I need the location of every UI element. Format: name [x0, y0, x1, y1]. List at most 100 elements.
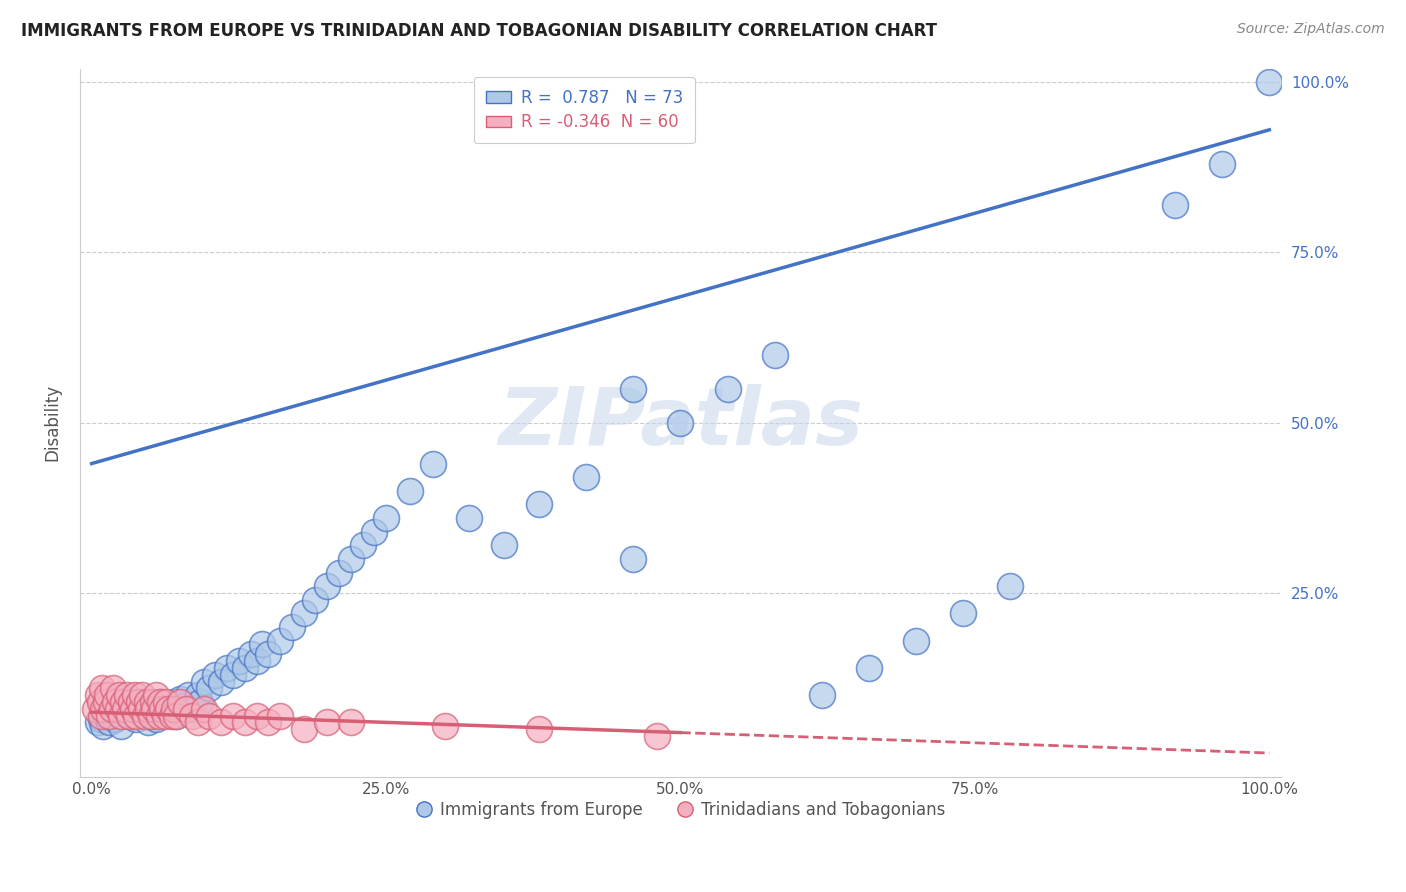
Point	[233, 661, 256, 675]
Point	[269, 633, 291, 648]
Point	[328, 566, 350, 580]
Point	[209, 715, 232, 730]
Point	[174, 698, 197, 713]
Point	[433, 719, 456, 733]
Point	[163, 695, 186, 709]
Point	[316, 715, 339, 730]
Point	[180, 708, 202, 723]
Point	[269, 708, 291, 723]
Point	[457, 511, 479, 525]
Point	[90, 712, 112, 726]
Point	[91, 681, 114, 696]
Point	[669, 416, 692, 430]
Point	[165, 708, 187, 723]
Point	[257, 647, 280, 661]
Point	[86, 688, 108, 702]
Point	[104, 695, 127, 709]
Point	[193, 674, 215, 689]
Point	[575, 470, 598, 484]
Point	[1211, 157, 1233, 171]
Point	[1164, 198, 1187, 212]
Point	[716, 382, 738, 396]
Point	[124, 688, 146, 702]
Point	[150, 702, 173, 716]
Point	[281, 620, 304, 634]
Point	[252, 637, 274, 651]
Point	[169, 695, 191, 709]
Point	[107, 688, 129, 702]
Point	[114, 705, 136, 719]
Point	[645, 729, 668, 743]
Point	[169, 691, 191, 706]
Point	[188, 695, 211, 709]
Point	[233, 715, 256, 730]
Point	[952, 607, 974, 621]
Point	[98, 708, 121, 723]
Point	[222, 667, 245, 681]
Text: IMMIGRANTS FROM EUROPE VS TRINIDADIAN AND TOBAGONIAN DISABILITY CORRELATION CHAR: IMMIGRANTS FROM EUROPE VS TRINIDADIAN AN…	[21, 22, 936, 40]
Point	[621, 552, 644, 566]
Point	[128, 695, 150, 709]
Point	[136, 702, 159, 716]
Point	[187, 688, 209, 702]
Point	[621, 382, 644, 396]
Point	[905, 633, 928, 648]
Point	[145, 712, 167, 726]
Point	[527, 497, 550, 511]
Point	[139, 708, 162, 723]
Point	[125, 708, 148, 723]
Point	[198, 708, 221, 723]
Point	[375, 511, 398, 525]
Point	[157, 702, 180, 716]
Point	[121, 702, 143, 716]
Point	[1258, 75, 1281, 89]
Point	[134, 708, 156, 723]
Point	[131, 688, 153, 702]
Point	[527, 722, 550, 736]
Point	[492, 538, 515, 552]
Point	[115, 688, 138, 702]
Point	[398, 483, 420, 498]
Point	[222, 708, 245, 723]
Point	[107, 708, 129, 723]
Point	[84, 702, 107, 716]
Point	[193, 702, 215, 716]
Point	[136, 715, 159, 730]
Point	[763, 348, 786, 362]
Point	[198, 681, 221, 696]
Point	[155, 695, 177, 709]
Text: Source: ZipAtlas.com: Source: ZipAtlas.com	[1237, 22, 1385, 37]
Point	[110, 708, 132, 723]
Point	[120, 695, 142, 709]
Point	[858, 661, 880, 675]
Point	[100, 702, 122, 716]
Point	[121, 698, 143, 713]
Point	[160, 708, 183, 723]
Point	[112, 695, 135, 709]
Point	[101, 702, 124, 716]
Point	[316, 579, 339, 593]
Point	[153, 708, 176, 723]
Point	[93, 702, 115, 716]
Point	[139, 708, 162, 723]
Point	[163, 702, 186, 716]
Point	[148, 708, 170, 723]
Point	[93, 719, 115, 733]
Y-axis label: Disability: Disability	[44, 384, 60, 461]
Point	[239, 647, 262, 661]
Point	[180, 702, 202, 716]
Point	[177, 688, 200, 702]
Point	[86, 715, 108, 730]
Point	[352, 538, 374, 552]
Point	[128, 695, 150, 709]
Point	[115, 702, 138, 716]
Point	[257, 715, 280, 730]
Point	[150, 705, 173, 719]
Point	[339, 552, 361, 566]
Point	[245, 708, 267, 723]
Point	[96, 688, 118, 702]
Point	[114, 702, 136, 716]
Point	[810, 688, 832, 702]
Point	[143, 702, 166, 716]
Point	[134, 702, 156, 716]
